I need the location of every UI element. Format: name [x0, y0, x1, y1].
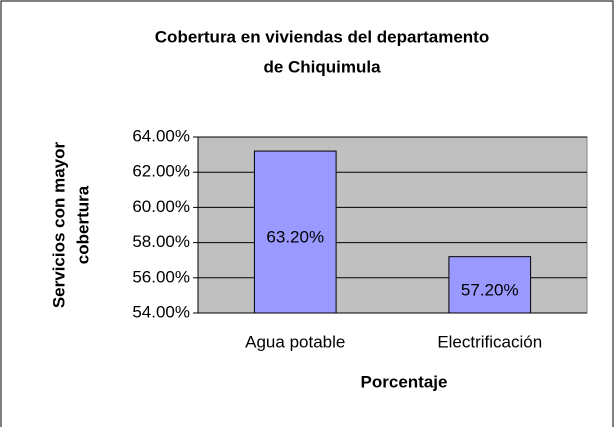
chart-title: de Chiquimula	[263, 57, 381, 76]
bar	[253, 150, 337, 314]
data-label: 57.20%	[461, 280, 519, 299]
y-tick-label: 54.00%	[132, 302, 190, 321]
y-tick-label: 60.00%	[132, 197, 190, 216]
chart-title: Cobertura en viviendas del departamento	[155, 27, 489, 46]
y-tick-label: 56.00%	[132, 267, 190, 286]
y-axis-label: Servicios con mayor	[49, 141, 68, 308]
y-tick-label: 64.00%	[132, 126, 190, 145]
x-axis-label: Porcentaje	[361, 372, 448, 391]
y-tick-label: 62.00%	[132, 162, 190, 181]
x-tick-label: Electrificación	[437, 332, 542, 351]
y-tick-label: 58.00%	[132, 232, 190, 251]
data-label: 63.20%	[266, 228, 324, 247]
bar	[448, 256, 532, 314]
x-tick-label: Agua potable	[245, 332, 345, 351]
y-axis-label: cobertura	[73, 185, 92, 264]
